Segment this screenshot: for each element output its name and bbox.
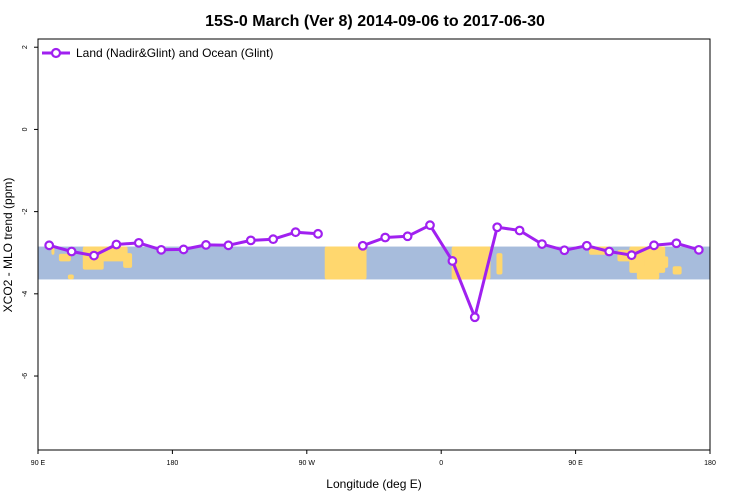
x-tick-label: 90 E xyxy=(31,460,46,467)
data-point xyxy=(649,240,659,251)
data-point xyxy=(581,240,592,251)
x-tick-label: 90 W xyxy=(299,460,316,467)
data-point xyxy=(402,231,413,242)
data-point xyxy=(492,222,503,233)
data-point xyxy=(290,227,301,238)
data-point xyxy=(178,244,189,255)
data-point xyxy=(44,240,55,251)
legend: Land (Nadir&Glint) and Ocean (Glint) xyxy=(42,46,273,60)
y-tick-label: -2 xyxy=(22,208,29,214)
data-point xyxy=(133,237,144,248)
x-tick-label: 180 xyxy=(704,460,716,467)
data-point xyxy=(447,256,458,266)
data-point xyxy=(268,234,279,245)
land-mass xyxy=(644,256,669,268)
data-point xyxy=(245,235,256,246)
data-point xyxy=(425,220,435,231)
x-axis: 90 E 180 90 W 0 90 E 180 xyxy=(31,450,716,467)
land-mass xyxy=(58,253,71,262)
x-tick-label: 90 E xyxy=(568,460,583,467)
land-mass xyxy=(672,266,682,275)
data-point xyxy=(469,312,480,323)
y-tick-label: 0 xyxy=(22,127,29,131)
data-point xyxy=(201,240,211,250)
data-point xyxy=(537,239,547,249)
data-point xyxy=(111,239,122,250)
data-point xyxy=(514,225,525,236)
x-tick-label: 180 xyxy=(167,460,179,467)
land-mass xyxy=(496,253,503,275)
series-line xyxy=(362,223,700,319)
x-tick-label: 0 xyxy=(439,460,443,467)
data-point xyxy=(156,244,167,255)
plot-frame xyxy=(37,38,711,451)
data-point xyxy=(66,246,77,257)
data-point xyxy=(89,250,99,261)
y-tick-label: -4 xyxy=(22,291,29,297)
y-axis-title: XCO2 - MLO trend (ppm) xyxy=(1,178,15,313)
land-mass xyxy=(326,246,342,280)
data-point xyxy=(604,246,615,257)
y-tick-label: 2 xyxy=(22,45,29,49)
data-point xyxy=(671,238,682,249)
data-point xyxy=(313,228,323,239)
legend-label: Land (Nadir&Glint) and Ocean (Glint) xyxy=(76,46,273,60)
land-mass xyxy=(456,246,489,280)
land-mass xyxy=(636,271,660,280)
legend-point-marker xyxy=(50,47,62,59)
data-point xyxy=(693,244,704,255)
land-mass xyxy=(123,253,133,268)
land-mass xyxy=(67,274,74,280)
data-point xyxy=(559,245,570,256)
data-point xyxy=(223,240,234,251)
land-mass xyxy=(102,246,128,262)
data-point xyxy=(626,250,637,261)
data-point xyxy=(380,232,391,243)
chart-title: 15S-0 March (Ver 8) 2014-09-06 to 2017-0… xyxy=(205,13,545,30)
y-tick-label: -6 xyxy=(22,373,29,379)
series-layer xyxy=(44,220,704,323)
y-axis: 2 0 -2 -4 -6 xyxy=(22,45,38,379)
data-point xyxy=(357,240,368,251)
x-axis-title: Longitude (deg E) xyxy=(326,477,421,491)
